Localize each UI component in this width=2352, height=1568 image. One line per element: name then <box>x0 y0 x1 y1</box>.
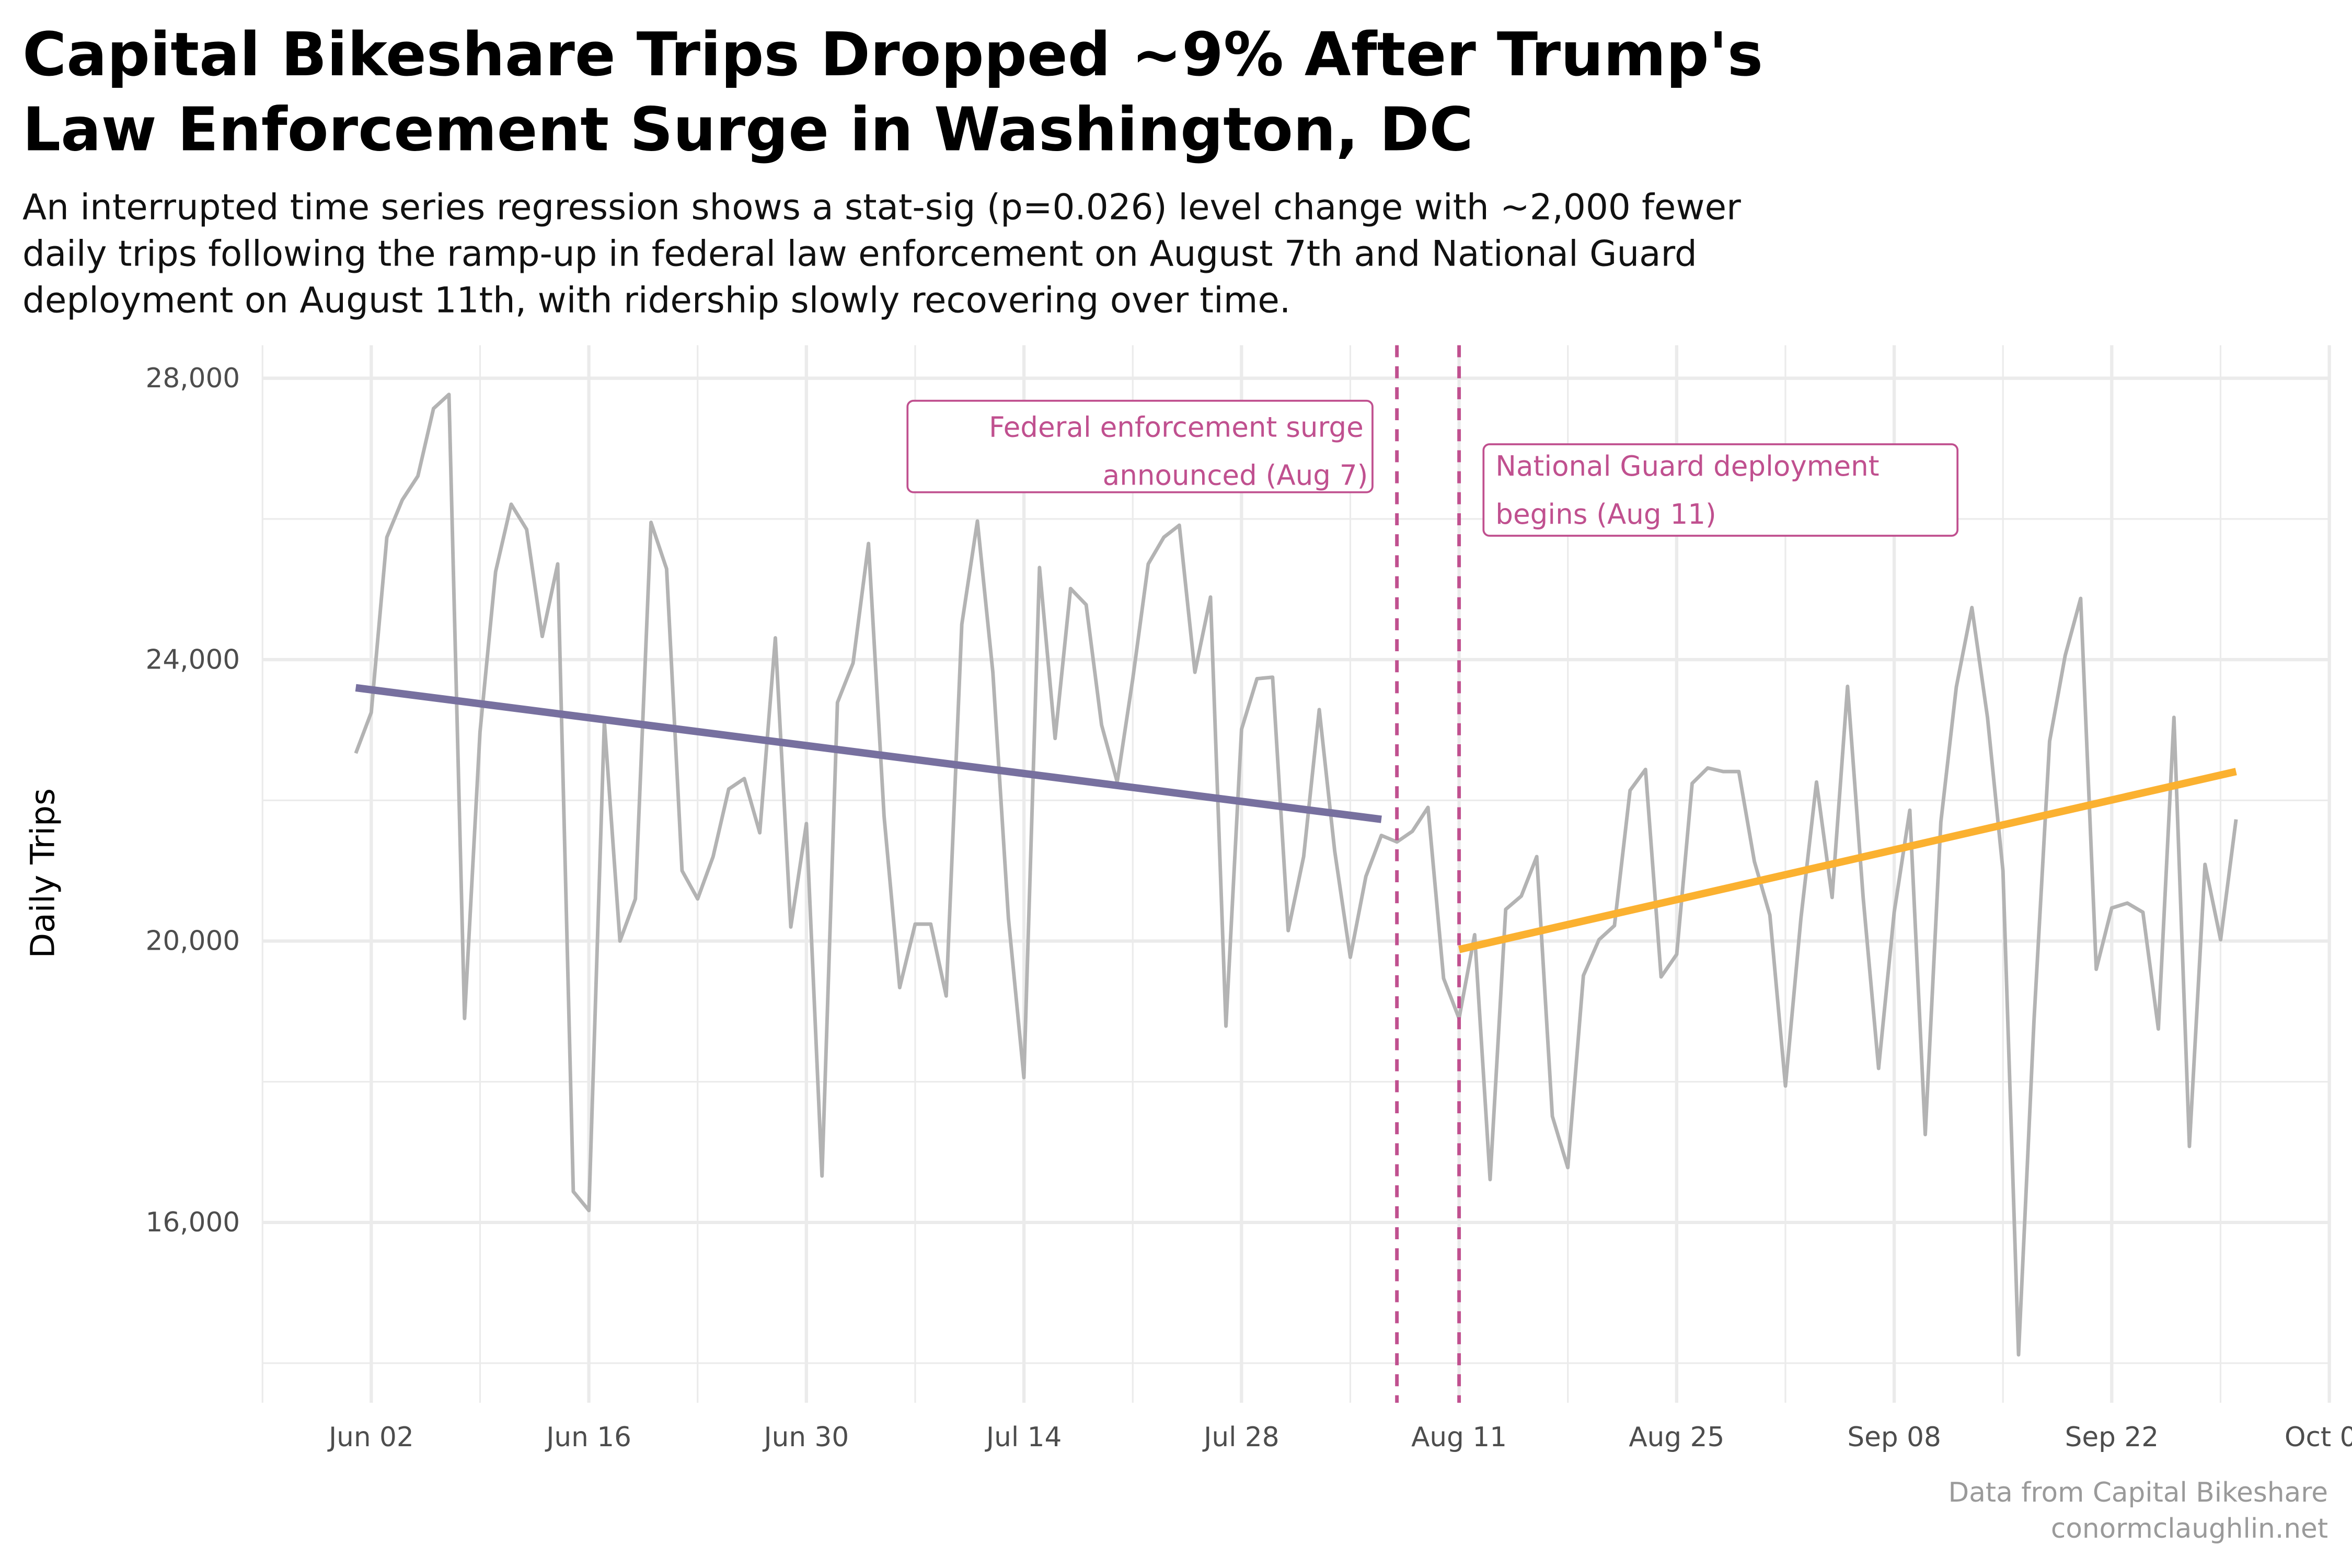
plot-area: Federal enforcement surge announced (Aug … <box>354 345 2238 1403</box>
x-tick-label: Oct 06 <box>2285 1422 2352 1453</box>
daily-trips-line <box>354 393 2238 1357</box>
y-tick-label: 16,000 <box>145 1207 240 1238</box>
caption-site: conormclaughlin.net <box>2051 1513 2328 1544</box>
chart-subtitle-line-3: deployment on August 11th, with ridershi… <box>22 279 1290 320</box>
grid <box>261 345 2331 1403</box>
axes: 16,000 20,000 24,000 28,000 Jun 02 Jun 16 Jun … <box>145 363 2352 1453</box>
x-tick-label: Aug 25 <box>1629 1422 1724 1453</box>
chart-subtitle-line-2: daily trips following the ramp-up in fed… <box>22 233 1697 274</box>
x-tick-label: Sep 08 <box>1847 1422 1941 1453</box>
annotation-text: announced (Aug 7) <box>1103 459 1368 491</box>
x-tick-label: Aug 11 <box>1411 1422 1507 1453</box>
annotation-text: begins (Aug 11) <box>1495 498 1716 531</box>
x-tick-label: Jun 16 <box>545 1422 631 1453</box>
annotation-text: National Guard deployment <box>1495 450 1879 482</box>
x-tick-label: Jun 30 <box>762 1422 849 1453</box>
y-tick-label: 28,000 <box>145 363 240 394</box>
x-tick-label: Jun 02 <box>327 1422 414 1453</box>
y-tick-label: 24,000 <box>145 644 240 675</box>
annotation-text: Federal enforcement surge <box>989 411 1364 444</box>
y-tick-label: 20,000 <box>145 926 240 957</box>
chart-subtitle-line-1: An interrupted time series regression sh… <box>22 186 1741 227</box>
chart-title-line-2: Law Enforcement Surge in Washington, DC <box>22 95 1473 165</box>
x-tick-label: Jul 28 <box>1202 1422 1279 1453</box>
event-annotation: National Guard deployment begins (Aug 11) <box>1482 443 1959 537</box>
annotation-box <box>1482 443 1959 537</box>
annotation-box <box>906 399 1374 493</box>
x-tick-label: Sep 22 <box>2065 1422 2159 1453</box>
chart-title-line-1: Capital Bikeshare Trips Dropped ~9% Afte… <box>22 20 1763 90</box>
y-axis-label: Daily Trips <box>23 788 62 959</box>
pre-trend-line <box>355 684 1382 823</box>
event-annotation: Federal enforcement surge announced (Aug … <box>906 399 1374 493</box>
x-tick-label: Jul 14 <box>985 1422 1062 1453</box>
post-trend-line <box>1458 768 2237 953</box>
caption-source: Data from Capital Bikeshare <box>1949 1477 2328 1508</box>
